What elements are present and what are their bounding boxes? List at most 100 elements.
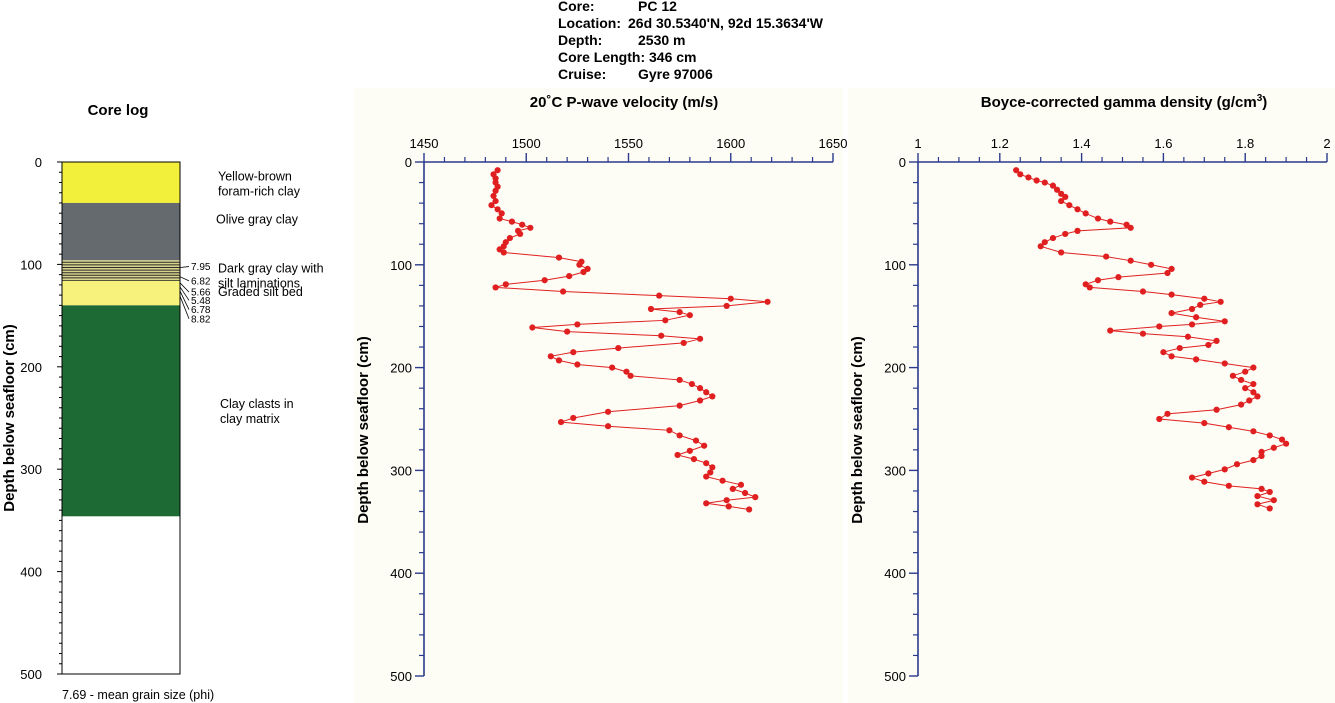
data-point [1049, 182, 1057, 189]
data-point [1139, 288, 1147, 295]
data-point [1266, 432, 1273, 439]
data-point [1148, 261, 1155, 268]
data-point [1266, 488, 1273, 496]
data-point [1168, 265, 1175, 273]
y-tick-label: 300 [390, 463, 412, 478]
y-tick-label: 0 [405, 155, 412, 170]
data-point [737, 481, 745, 488]
data-point [688, 380, 695, 388]
density-chart-title-end: ) [1262, 94, 1267, 111]
data-point [1258, 485, 1265, 493]
data-point [666, 427, 673, 434]
data-point [703, 460, 710, 467]
data-point [1188, 474, 1196, 481]
data-point [1160, 349, 1167, 356]
data-point [557, 418, 565, 426]
velocity-chart: 20˚C P-wave velocity (m/s) Depth below s… [355, 94, 847, 684]
x-tick-label: 1 [914, 136, 921, 151]
data-point [574, 361, 581, 368]
data-point [1115, 274, 1122, 281]
x-tick-label: 1500 [512, 136, 541, 151]
grain-size-leader [179, 286, 190, 301]
header-value: 2530 m [638, 32, 686, 48]
data-point [500, 249, 507, 256]
data-point [1233, 461, 1241, 468]
data-point [1193, 356, 1200, 363]
data-point [1041, 179, 1048, 186]
data-point [686, 312, 693, 319]
data-point [719, 477, 726, 484]
density-chart-title: Boyce-corrected gamma density (g/cm3) [981, 93, 1268, 111]
data-point [1168, 310, 1175, 317]
data-point [1242, 368, 1249, 375]
data-point [676, 308, 683, 316]
header-row: Location: 26d 30.5340'N, 92d 15.3634'W [558, 15, 823, 32]
data-point [502, 281, 509, 288]
data-point [1258, 452, 1265, 460]
data-point [604, 408, 612, 415]
data-point [686, 447, 693, 454]
grain-size-leader [179, 295, 190, 319]
data-point [1025, 174, 1032, 181]
data-point [1184, 333, 1192, 340]
data-point [1058, 197, 1065, 205]
data-point [1266, 505, 1273, 512]
data-point [1217, 298, 1224, 305]
data-point [1254, 393, 1261, 400]
header-row: Depth: 2530 m [558, 32, 823, 49]
y-tick-label: 200 [884, 361, 906, 376]
core-log-tick-label: 200 [20, 360, 42, 375]
data-point [1156, 323, 1163, 330]
velocity-chart-title: 20˚C P-wave velocity (m/s) [530, 94, 718, 111]
data-point [529, 324, 536, 331]
density-chart-title-superscript: 3 [1257, 93, 1263, 104]
header-label: Cruise: [558, 66, 607, 82]
data-point [676, 432, 683, 439]
grain-size-value: 5.66 [191, 288, 211, 299]
grain-size-value: 7.95 [191, 262, 211, 273]
core-unit-label: Clay clasts in [220, 397, 294, 411]
data-point [1270, 497, 1277, 504]
header-value: 346 cm [645, 49, 697, 65]
data-point [1250, 389, 1257, 396]
data-point [1049, 234, 1057, 242]
data-point [1139, 330, 1147, 337]
data-point [752, 494, 759, 501]
data-point [1213, 337, 1220, 344]
data-point [488, 202, 495, 209]
data-point [729, 485, 736, 493]
data-point [570, 414, 577, 422]
data-point [727, 295, 734, 302]
data-point [703, 500, 710, 507]
y-tick-label: 500 [390, 669, 412, 684]
data-point [492, 197, 499, 205]
core-log-panel: Core log Depth below seafloor (cm) 0 100 2… [1, 102, 324, 702]
data-point [1270, 444, 1277, 451]
y-tick-label: 400 [390, 566, 412, 581]
data-point [1188, 305, 1196, 313]
data-point [1107, 218, 1114, 225]
data-point [1283, 440, 1290, 447]
core-log-y-axis-label: Depth below seafloor (cm) [1, 324, 18, 512]
data-point [517, 230, 524, 238]
data-point [696, 335, 704, 342]
data-point [1053, 186, 1061, 193]
data-point [725, 503, 732, 510]
core-log-tick-label: 0 [35, 155, 42, 170]
data-point [490, 192, 497, 200]
data-point [1242, 385, 1249, 392]
grain-size-footnote: 7.69 - mean grain size (phi) [62, 688, 214, 702]
velocity-chart-y-axis-label: Depth below seafloor (cm) [355, 336, 372, 524]
header-label: Depth: [558, 32, 603, 48]
x-tick-label: 1.2 [991, 136, 1009, 151]
data-point [564, 328, 571, 335]
data-point [1094, 277, 1102, 284]
x-tick-label: 1.6 [1154, 136, 1172, 151]
core-unit [62, 305, 180, 517]
density-chart-title-main: Boyce-corrected gamma density (g/cm [981, 94, 1257, 111]
series-line [1015, 169, 1288, 509]
core-unit-label: silt laminations [218, 277, 300, 291]
core-unit [62, 202, 180, 261]
data-point [1086, 284, 1093, 291]
